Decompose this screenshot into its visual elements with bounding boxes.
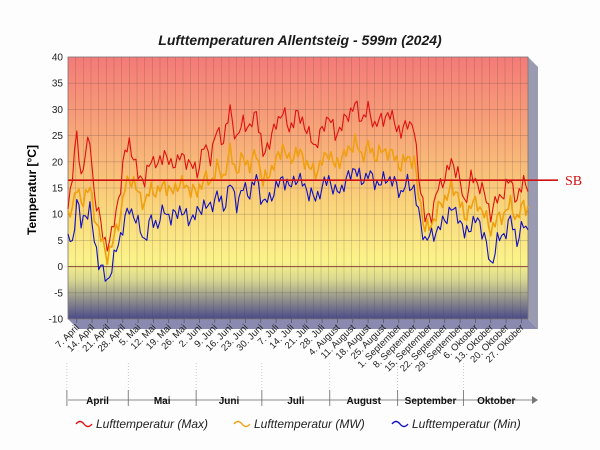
month-label: August [346,396,381,407]
month-label: Mai [154,396,171,407]
month-axis: April Mai Juni Juli August September Oktober [66,363,538,407]
legend-item: Lufttemperatur (Min) [412,417,521,431]
y-tick-label: 35 [52,79,64,90]
month-label: Oktober [477,396,515,407]
plot-shadow-right [528,57,538,329]
month-label: April [86,396,109,407]
month-label: Juli [287,396,304,407]
legend-swatch [391,420,409,428]
y-tick-label: -10 [49,315,64,326]
y-tick-label: 15 [52,184,64,195]
y-tick-label: 20 [52,157,64,168]
legend-swatch [75,420,93,428]
reference-line: SB [68,174,582,189]
y-tick-label: -5 [54,288,63,299]
y-tick-label: 0 [57,262,63,273]
y-tick-label: 10 [52,210,64,221]
y-tick-label: 5 [57,236,63,247]
grid [67,56,529,320]
legend: Lufttemperatur (Max) Lufttemperatur (MW) L… [75,417,521,431]
legend-item: Lufttemperatur (Max) [96,417,208,431]
series-line-min [67,167,529,282]
y-tick-label: 40 [52,53,64,64]
y-ticks: -10 -5 0 5 10 15 20 25 30 35 40 [49,53,64,326]
plot-shadow-bottom [68,319,538,329]
y-tick-label: 25 [52,131,64,142]
legend-swatch [233,420,251,428]
series-line-max [67,100,529,252]
plot-area [67,56,529,320]
chart-title: Lufttemperaturen Allentsteig - 599m (202… [158,32,442,48]
legend-item: Lufttemperatur (MW) [254,417,365,431]
y-axis-label: Temperatur [°C] [25,145,39,235]
month-label: Juni [219,396,240,407]
month-axis-arrow [532,396,538,404]
y-tick-label: 30 [52,105,64,116]
month-label: September [405,396,457,407]
reference-line-label: SB [565,174,582,189]
